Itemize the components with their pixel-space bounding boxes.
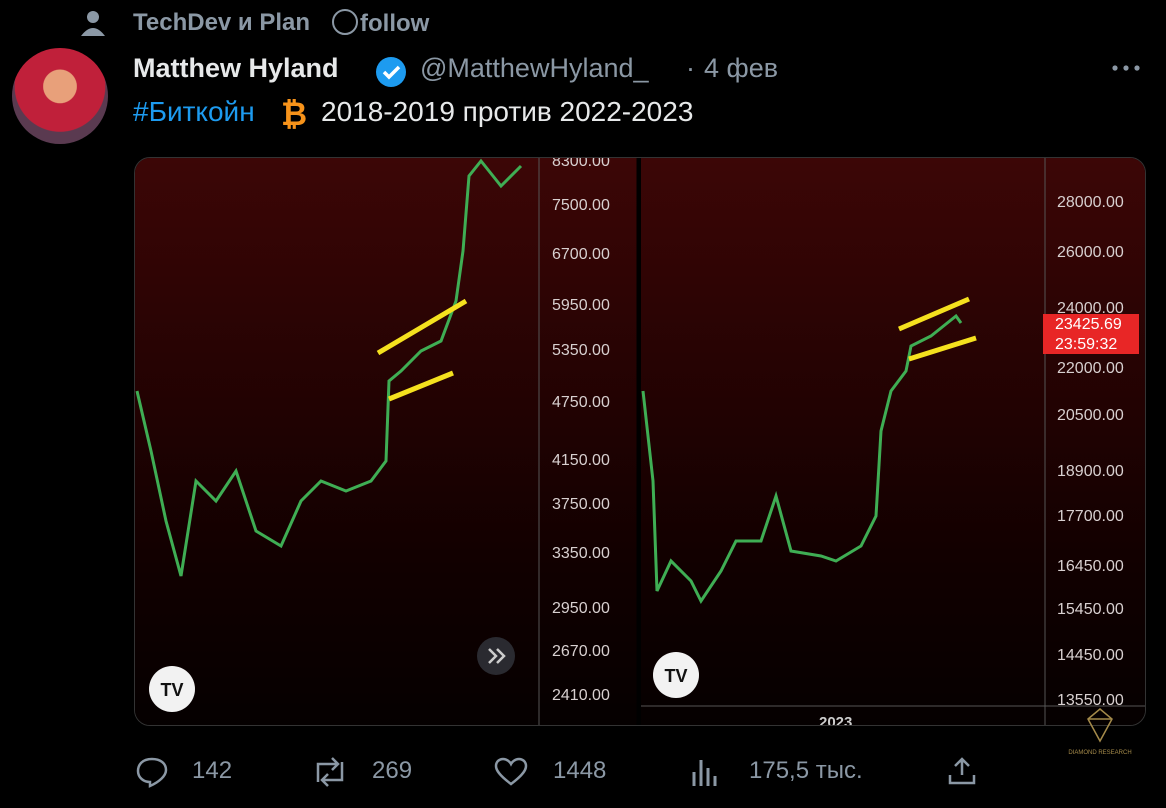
axis-label: 2950.00: [552, 600, 610, 617]
channel-lines: [376, 296, 977, 402]
right-chart: [641, 158, 1145, 725]
axis-label: 13550.00: [1057, 692, 1124, 709]
tweet-image[interactable]: TV TV 8300.00 7500.00 6700.00 5950.00 5350.0…: [134, 157, 1146, 726]
watermark-diamond: [1087, 708, 1113, 743]
x-label: 2023: [819, 714, 853, 726]
axis-label: 4750.00: [552, 394, 610, 411]
svg-text:TV: TV: [160, 680, 183, 700]
price-tag-value: 23425.69: [1055, 316, 1122, 333]
price-path: [135, 158, 523, 577]
date[interactable]: 4 фев: [704, 53, 779, 83]
views-icon[interactable]: [690, 756, 720, 788]
follow-button[interactable]: follow: [332, 9, 429, 38]
axis-label: 15450.00: [1057, 601, 1124, 618]
axis-label: 26000.00: [1057, 244, 1124, 261]
views-count[interactable]: 175,5 тыс.: [749, 757, 863, 784]
share-icon[interactable]: [946, 755, 978, 787]
verified-badge: [376, 57, 406, 87]
axis-label: 16450.00: [1057, 558, 1124, 575]
axis-label: 22000.00: [1057, 360, 1124, 377]
reply-icon[interactable]: [135, 756, 169, 788]
svg-text:₿: ₿: [281, 97, 307, 131]
separator: ·: [686, 53, 695, 83]
like-icon[interactable]: [494, 757, 528, 787]
tradingview-logo: [149, 666, 195, 712]
axis-label: 6700.00: [552, 246, 610, 263]
price-path: [641, 313, 963, 604]
chart-drawing: TV TV: [135, 158, 1145, 725]
axis-label: 2670.00: [552, 643, 610, 660]
reply-count[interactable]: 142: [192, 757, 233, 784]
watermark-text: DIAMOND RESEARCH: [1068, 750, 1132, 756]
axis-label: 7500.00: [552, 197, 610, 214]
author-name[interactable]: Matthew Hyland: [133, 53, 339, 83]
watermark: DIAMOND RESEARCH: [1060, 705, 1140, 756]
person-icon: [81, 11, 105, 36]
axis-label: 8300.00: [552, 157, 610, 170]
tradingview-logo: [653, 652, 699, 698]
repost-count[interactable]: 269: [372, 757, 413, 784]
axis-label: 5350.00: [552, 342, 610, 359]
axis-label: 14450.00: [1057, 647, 1124, 664]
axis-label: 17700.00: [1057, 508, 1124, 525]
axis-label: 4150.00: [552, 452, 610, 469]
bitcoin-icon: ₿: [281, 97, 307, 131]
handle[interactable]: @MatthewHyland_: [420, 53, 649, 83]
context-text: TechDev и Plan: [133, 9, 311, 36]
follow-text[interactable]: follow: [360, 10, 430, 37]
hashtag[interactable]: #Биткойн: [133, 96, 255, 127]
axis-label: 5950.00: [552, 297, 610, 314]
repost-icon[interactable]: [310, 756, 350, 788]
countdown: 23:59:32: [1055, 336, 1118, 353]
like-count[interactable]: 1448: [553, 757, 607, 784]
more-button[interactable]: [1110, 62, 1142, 74]
avatar[interactable]: [12, 48, 108, 144]
tweet-text: 2018-2019 против 2022-2023: [321, 96, 694, 127]
svg-text:TV: TV: [664, 666, 687, 686]
price-tag: [1043, 314, 1139, 354]
axis-label: 3750.00: [552, 496, 610, 513]
axis-label: 2410.00: [552, 687, 610, 704]
axis-label: 20500.00: [1057, 407, 1124, 424]
axis-label: 24000.00: [1057, 300, 1124, 317]
axis-label: 18900.00: [1057, 463, 1124, 480]
axis-label: 3350.00: [552, 545, 610, 562]
axis-label: 28000.00: [1057, 194, 1124, 211]
